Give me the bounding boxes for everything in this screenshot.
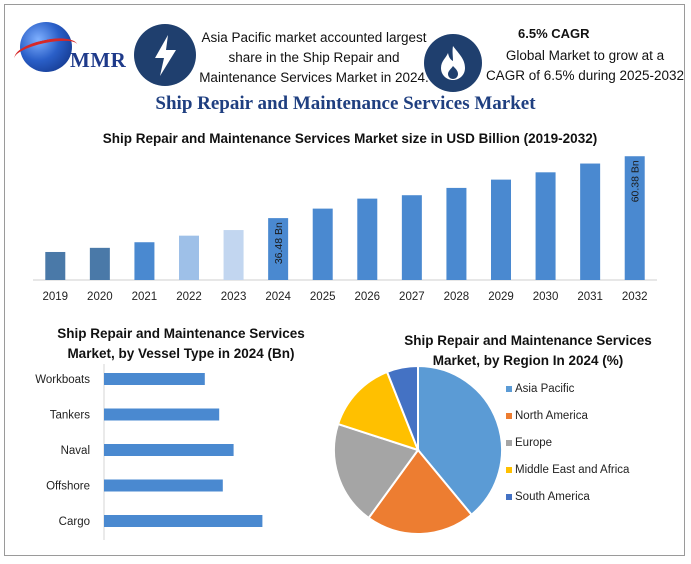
legend-label: Asia Pacific xyxy=(515,383,575,395)
hbar-tankers xyxy=(104,408,220,421)
x-tick-label: 2030 xyxy=(533,291,559,303)
region-pie-chart: Asia Pacific North America Europe Middle Ea… xyxy=(333,364,630,535)
blurb-left-line-3: Maintenance Services Market in 2024. xyxy=(199,70,429,85)
x-tick-label: 2026 xyxy=(354,291,380,303)
pie-slice-asia-pacific xyxy=(417,364,503,517)
x-tick-label: 2029 xyxy=(488,291,514,303)
hbar-workboats xyxy=(104,373,205,385)
bar-2023 xyxy=(223,230,244,280)
y-tick-label: Tankers xyxy=(50,410,91,422)
legend-swatch xyxy=(506,440,512,446)
bar-2027 xyxy=(401,195,422,280)
x-tick-label: 2024 xyxy=(265,291,291,303)
bar-2020 xyxy=(89,247,110,280)
hbar-cargo xyxy=(104,515,263,527)
bar-2022 xyxy=(179,235,199,280)
x-tick-label: 2019 xyxy=(42,291,68,303)
flame-icon xyxy=(424,34,482,92)
pie-slice-south-america xyxy=(385,364,419,451)
globe-icon xyxy=(20,22,72,72)
y-tick-label: Naval xyxy=(61,445,90,457)
x-tick-label: 2021 xyxy=(132,291,158,303)
legend-label: Middle East and Africa xyxy=(515,464,630,476)
bar-2025 xyxy=(312,208,333,280)
x-tick-label: 2020 xyxy=(87,291,113,303)
legend-swatch xyxy=(506,386,512,392)
hbar-offshore xyxy=(104,479,223,492)
bar-2024 xyxy=(268,218,289,280)
pie-slice-middle-east-and-africa xyxy=(336,370,420,452)
y-tick-label: Offshore xyxy=(46,481,90,493)
x-tick-label: 2022 xyxy=(176,291,202,303)
pie-slice-north-america xyxy=(367,448,473,535)
vessel-type-bar-chart: Workboats Tankers Naval Offshore Cargo xyxy=(35,364,263,540)
cagr-heading: 6.5% CAGR xyxy=(518,26,590,41)
region-chart-title: Ship Repair and Maintenance Services Mar… xyxy=(404,333,652,368)
x-tick-label: 2025 xyxy=(310,291,336,303)
bar-2029 xyxy=(491,179,511,280)
bar-2026 xyxy=(357,198,378,280)
lightning-icon xyxy=(134,24,196,86)
data-label: 60.38 Bn xyxy=(630,160,642,202)
y-tick-label: Workboats xyxy=(35,374,90,386)
bar-2028 xyxy=(446,187,467,280)
bar-2031 xyxy=(580,163,601,280)
x-tick-label: 2023 xyxy=(221,291,247,303)
legend-swatch xyxy=(506,494,512,500)
asia-pacific-blurb: Asia Pacific market accounted largest sh… xyxy=(198,28,430,88)
global-growth-blurb: Global Market to grow at a CAGR of 6.5% … xyxy=(482,46,688,86)
blurb-right-line-2: CAGR of 6.5% during 2025-2032 xyxy=(485,68,685,83)
x-tick-label: 2032 xyxy=(622,291,648,303)
legend-label: North America xyxy=(515,410,588,422)
blurb-left-line-2: share in the Ship Repair and xyxy=(228,50,400,65)
x-tick-label: 2027 xyxy=(399,291,425,303)
blurb-right-line-1: Global Market to grow at a xyxy=(505,48,665,63)
blurb-left-line-1: Asia Pacific market accounted largest xyxy=(201,30,427,45)
vessel-type-chart-title: Ship Repair and Maintenance Services Mar… xyxy=(57,326,305,361)
market-size-bar-chart: 2019 2020 2021 2022 2023 2024 36.48 Bn 2025 2026… xyxy=(33,156,657,303)
hbar-naval xyxy=(104,444,234,456)
main-title: Ship Repair and Maintenance Services Mar… xyxy=(155,93,536,114)
bar-2021 xyxy=(134,242,155,280)
infographic-frame xyxy=(4,4,685,556)
legend-label: Europe xyxy=(515,437,552,449)
y-tick-label: Cargo xyxy=(59,516,90,528)
market-size-chart-title: Ship Repair and Maintenance Services Mar… xyxy=(102,131,598,146)
x-tick-label: 2028 xyxy=(444,291,470,303)
data-label: 36.48 Bn xyxy=(273,222,285,264)
logo-text: MMR xyxy=(70,48,127,72)
bar-2032 xyxy=(624,156,645,280)
bar-2019 xyxy=(45,251,66,280)
bar-2030 xyxy=(535,172,556,280)
pie-slice-europe xyxy=(333,422,420,520)
legend-label: South America xyxy=(515,491,590,503)
legend-swatch xyxy=(506,413,512,419)
x-tick-label: 2031 xyxy=(577,291,603,303)
legend-swatch xyxy=(506,467,512,473)
